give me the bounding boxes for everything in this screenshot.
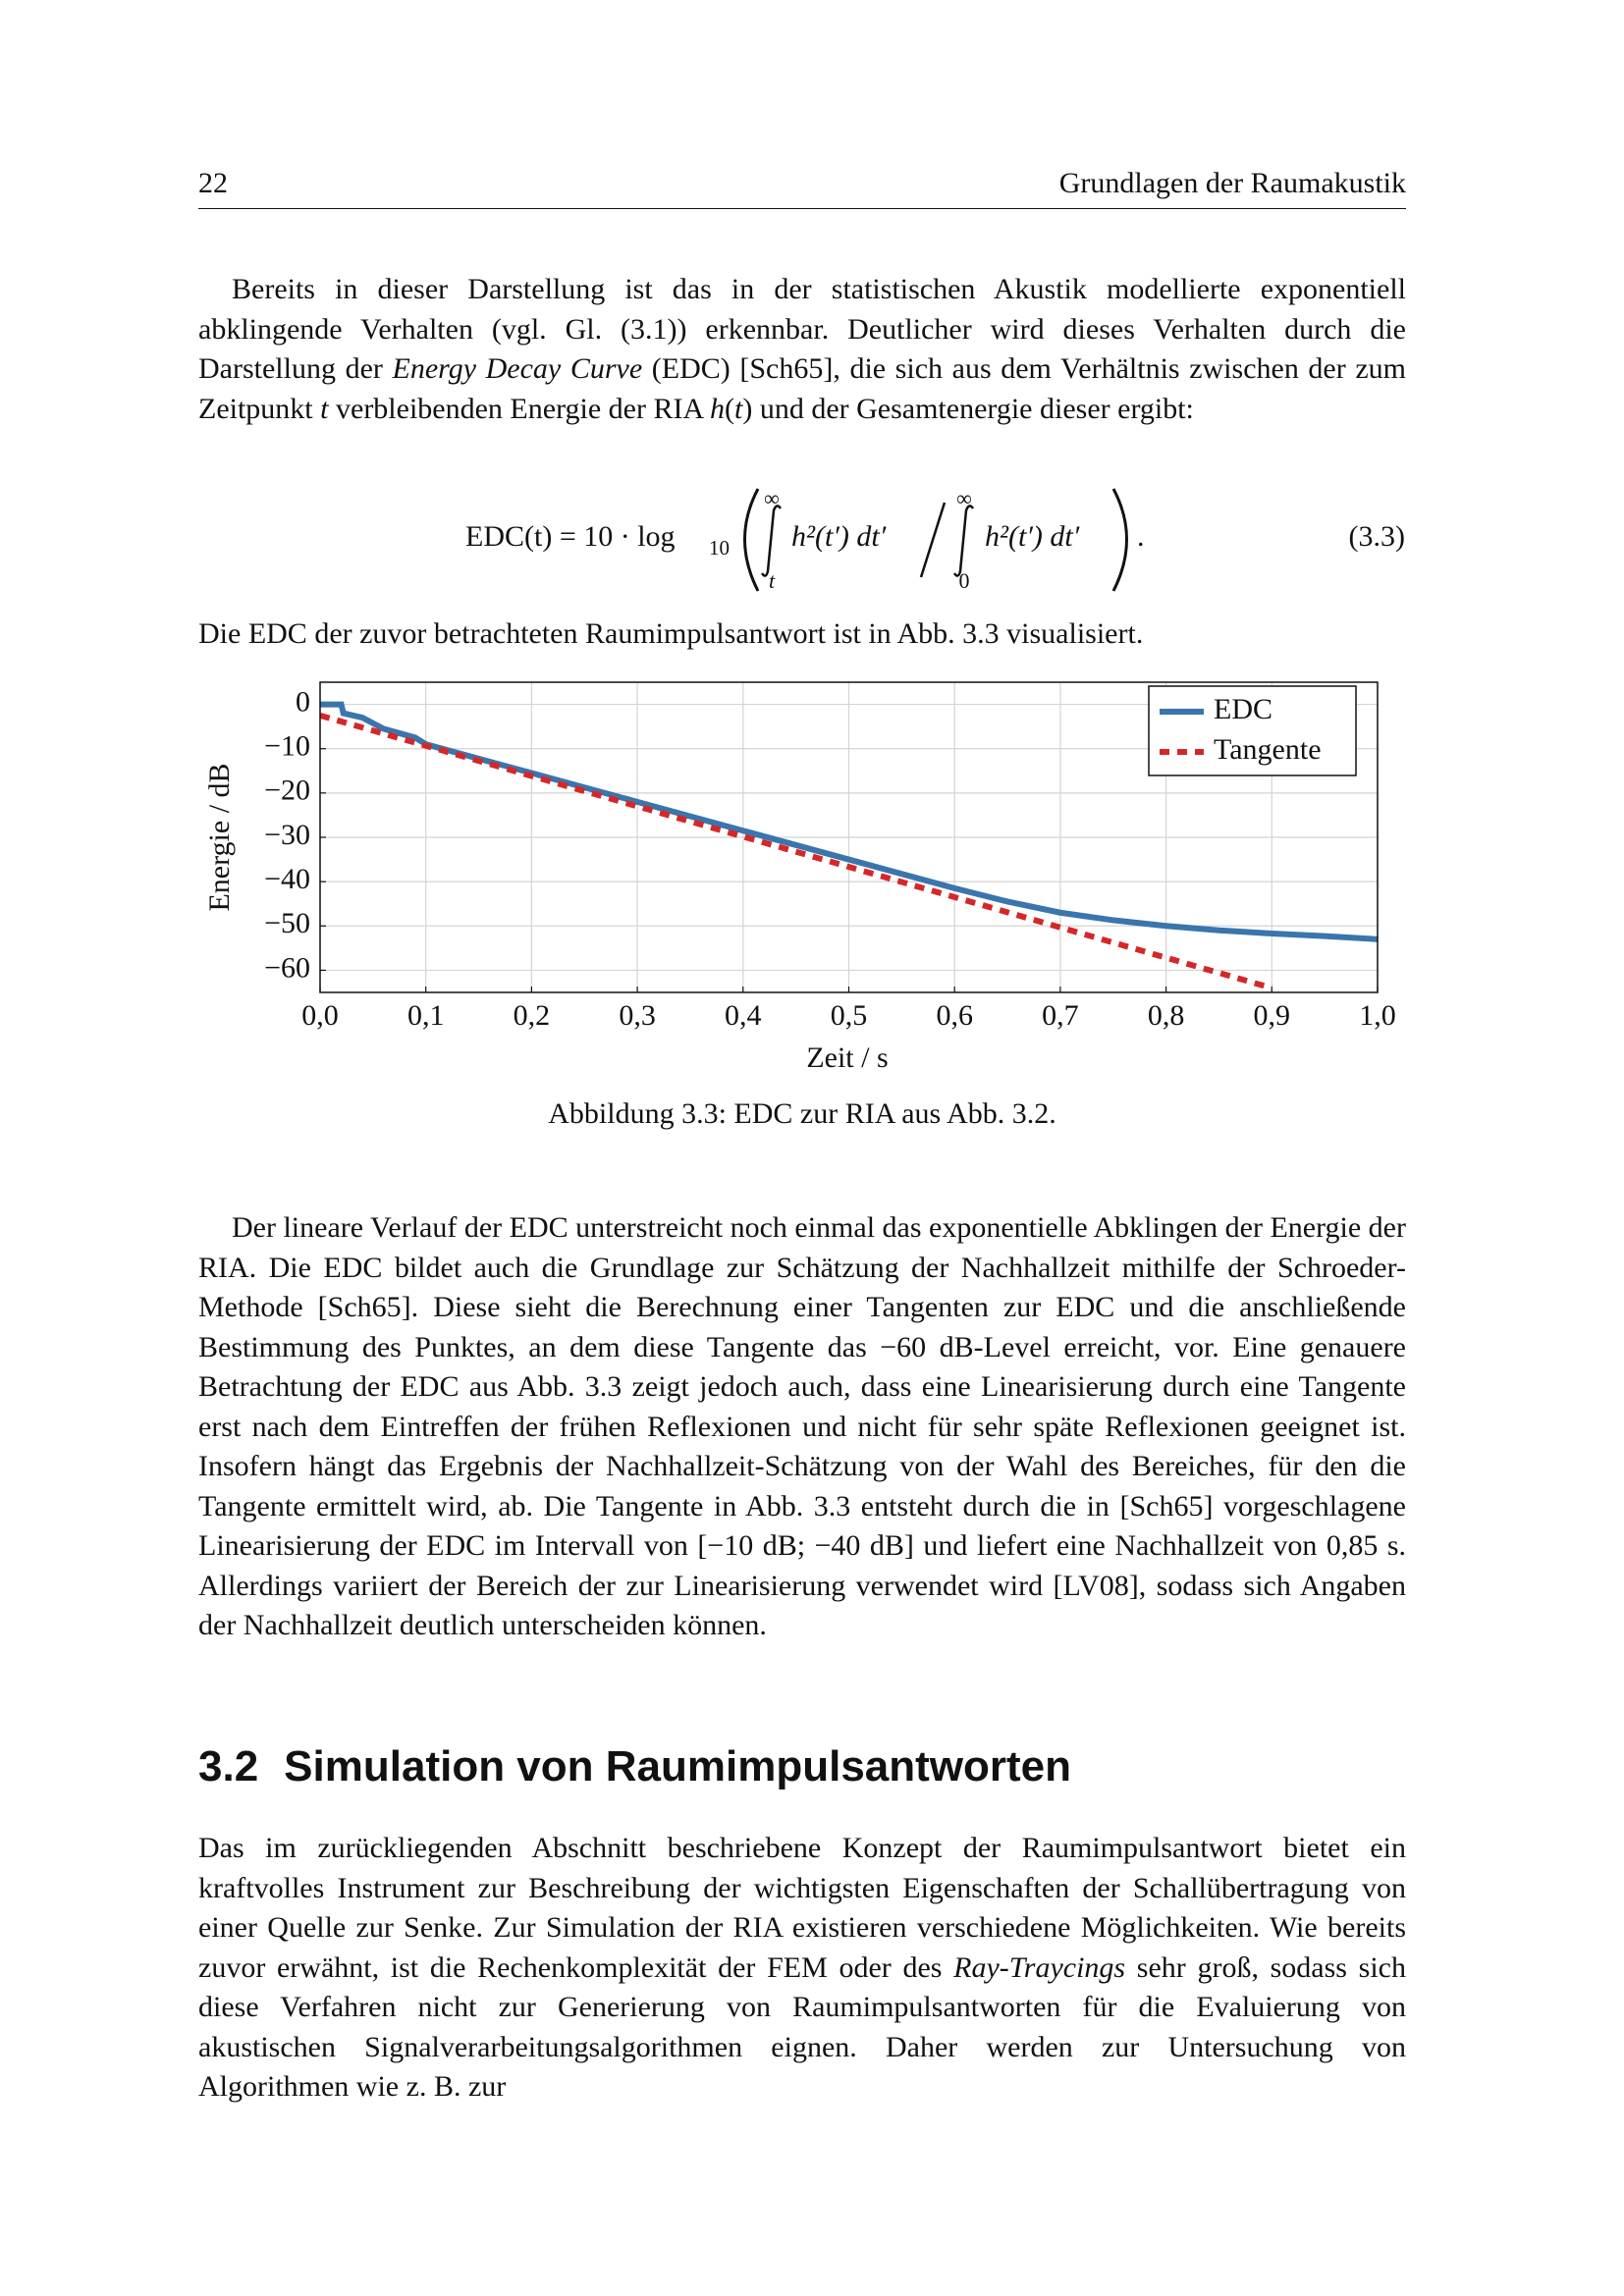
equation: EDC(t) = 10 · log 10 ∞ t h²(t′) dt′ ∞ 0 … <box>465 486 1405 593</box>
data-line <box>320 712 1273 991</box>
figure-caption: Abbildung 3.3: EDC zur RIA aus Abb. 3.2. <box>548 1097 1056 1130</box>
eq-end: . <box>1137 520 1145 553</box>
x-axis-label: Zeit / s <box>806 1041 888 1074</box>
eq-integrand: h²(t′) dt′ <box>791 520 887 553</box>
x-tick-label: 0,1 <box>407 999 445 1032</box>
integral <box>952 505 975 577</box>
text-run: ) und der Gesamtenergie dieser ergibt: <box>742 392 1194 425</box>
x-tick-label: 0,7 <box>1042 999 1079 1032</box>
legend-label: EDC <box>1214 693 1272 725</box>
x-tick-label: 0,5 <box>831 999 868 1032</box>
text-run: Das im zurückliegenden Abschnitt beschri… <box>198 1832 1406 1984</box>
eq-slash <box>919 502 947 578</box>
eq-integrand: h²(t′) dt′ <box>985 520 1080 553</box>
page-number: 22 <box>198 167 228 199</box>
x-tick-label: 1,0 <box>1359 999 1396 1032</box>
legend-box <box>1148 685 1357 776</box>
y-axis-label: Energie / dB <box>203 763 236 911</box>
legend-label: Tangente <box>1214 733 1322 766</box>
y-tick-label: −60 <box>264 951 310 984</box>
running-title: Grundlagen der Raumakustik <box>1058 167 1406 199</box>
eq-upper: ∞ <box>764 486 780 510</box>
integral <box>760 505 783 577</box>
text-run: verbleibenden Energie der RIA <box>328 392 710 425</box>
italic-text: Energy Decay Curve <box>392 352 643 385</box>
x-tick-label: 0,6 <box>936 999 973 1032</box>
italic-text: Ray-Traycings <box>953 1950 1126 1984</box>
y-tick-label: 0 <box>296 685 310 718</box>
section-number: 3.2 <box>198 1742 259 1790</box>
plot-frame <box>319 681 1379 993</box>
italic-text: t <box>733 392 743 425</box>
paragraph: Bereits in dieser Darstellung ist das in… <box>198 270 1406 429</box>
text-run: Bereits in dieser Darstellung ist das in… <box>198 273 1406 385</box>
eq-lhs: EDC(t) = 10 · log <box>465 520 676 553</box>
paragraph: Das im zurückliegenden Abschnitt beschri… <box>198 1829 1406 2108</box>
x-tick-label: 0,2 <box>514 999 551 1032</box>
italic-text: t <box>320 392 329 425</box>
chart: Zeit / s Energie / dB 0,0 0,1 0,2 0,3 0,4 0,5… <box>203 681 1396 1074</box>
italic-text: h <box>709 392 725 425</box>
y-tick-label: −20 <box>264 774 310 807</box>
y-tick-label: −10 <box>264 730 310 763</box>
text-run: Die EDC der zuvor betrachteten Raumimpul… <box>198 617 1144 650</box>
paragraph: Die EDC der zuvor betrachteten Raumimpul… <box>198 614 1406 655</box>
text-run: Der lineare Verlauf der EDC unterstreich… <box>198 1211 1406 1641</box>
paren-open <box>743 488 760 592</box>
x-tick-label: 0,3 <box>619 999 656 1032</box>
eq-upper: ∞ <box>956 486 972 510</box>
eq-lower: t <box>769 568 776 593</box>
x-tick-label: 0,0 <box>301 999 339 1032</box>
section-heading: 3.2 Simulation von Raumimpulsantworten <box>198 1742 1071 1791</box>
eq-number: (3.3) <box>1349 520 1405 553</box>
eq-subscript: 10 <box>709 536 730 560</box>
section-title: Simulation von Raumimpulsantworten <box>284 1742 1072 1790</box>
y-tick-label: −30 <box>264 819 310 851</box>
text-run: (EDC) [Sch65], die sich aus dem Verhältn… <box>198 352 1406 425</box>
header-rule <box>198 208 1406 209</box>
paragraph: Der lineare Verlauf der EDC unterstreich… <box>198 1208 1406 1646</box>
text-run: sehr groß, sodass sich diese Verfahren n… <box>198 1950 1406 2104</box>
x-tick-label: 0,4 <box>725 999 762 1032</box>
text-run: ( <box>724 392 734 425</box>
eq-lower: 0 <box>959 568 970 593</box>
paren-close <box>1111 488 1128 592</box>
x-tick-label: 0,9 <box>1254 999 1291 1032</box>
y-tick-label: −50 <box>264 907 310 939</box>
x-tick-label: 0,8 <box>1148 999 1185 1032</box>
y-tick-label: −40 <box>264 863 310 895</box>
data-line <box>320 701 1378 942</box>
